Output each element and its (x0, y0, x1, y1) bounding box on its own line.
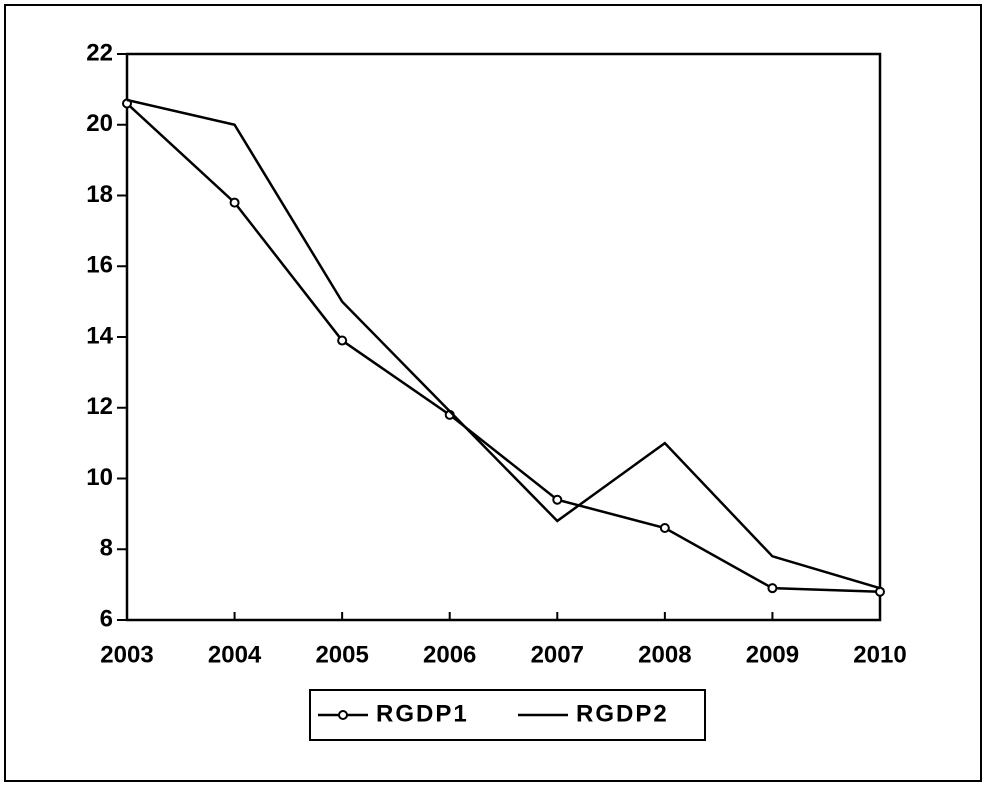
x-tick-label: 2004 (208, 641, 262, 668)
x-tick-label: 2003 (100, 641, 153, 668)
x-tick-label: 2006 (423, 641, 476, 668)
x-tick-label: 2009 (746, 641, 799, 668)
point (875, 586, 885, 597)
x-tick-label: 2010 (853, 641, 906, 668)
y-tick-label: 22 (86, 39, 113, 66)
y-tick-label: 8 (100, 535, 113, 562)
y-tick-label: 14 (86, 322, 113, 349)
legend (309, 689, 706, 741)
legend-marker (338, 710, 348, 720)
series-line (126, 102, 881, 593)
y-tick-label: 20 (86, 110, 113, 137)
legend-label: RGDP2 (576, 700, 669, 727)
plot-area (125, 52, 882, 622)
x-tick-label: 2007 (531, 641, 584, 668)
point (552, 494, 563, 505)
y-tick-label: 12 (86, 393, 113, 420)
y-tick-label: 16 (86, 252, 113, 279)
point (659, 523, 670, 534)
series-line (126, 98, 881, 590)
frame (4, 4, 982, 782)
y-tick-label: 10 (86, 464, 113, 491)
y-tick-label: 6 (100, 605, 113, 632)
legend-label: RGDP1 (376, 700, 469, 727)
y-tick-label: 18 (86, 181, 113, 208)
point (229, 197, 240, 208)
x-tick-label: 2008 (638, 641, 691, 668)
point (767, 583, 778, 594)
point (337, 335, 348, 346)
x-tick-label: 2005 (315, 641, 368, 668)
